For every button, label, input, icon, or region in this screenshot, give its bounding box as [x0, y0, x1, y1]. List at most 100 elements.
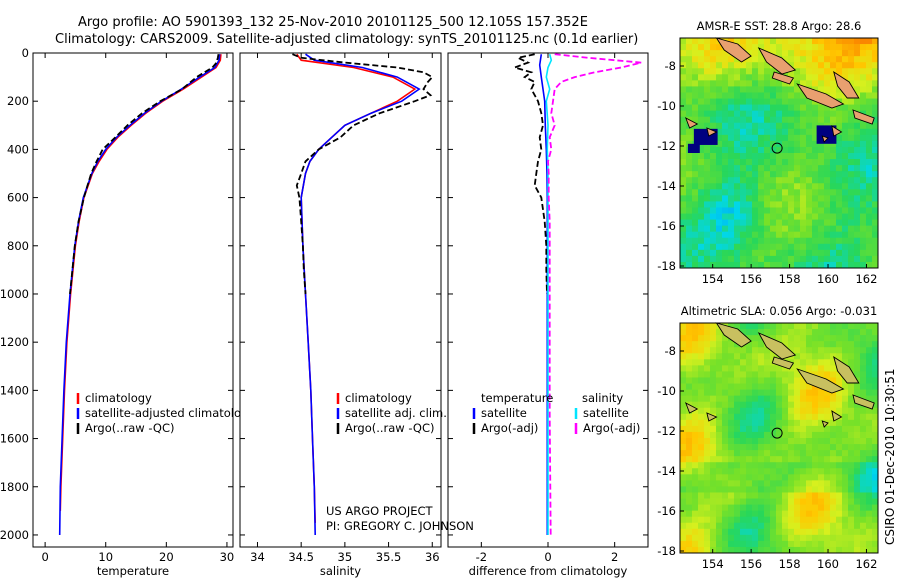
sla_map-cell	[728, 425, 735, 433]
sla_map-cell	[818, 540, 825, 548]
sst_map-cell	[872, 68, 879, 75]
sla_map-cell	[692, 341, 699, 348]
sla_map-cell	[734, 359, 741, 366]
sla_map-cell	[752, 480, 759, 487]
sla_map-cell	[758, 540, 765, 548]
sla_map-cell	[824, 329, 831, 336]
sst_map-island	[715, 37, 752, 63]
sst_map-cell	[830, 140, 837, 148]
sla_map-cell	[848, 528, 855, 536]
sst_map-cell	[842, 128, 849, 136]
sst_map-cell	[758, 122, 765, 130]
sla_map-cell	[722, 492, 729, 499]
sla_map-cell	[758, 389, 765, 397]
sst_map-cell	[740, 195, 747, 202]
sst_map-cell	[854, 140, 861, 148]
sst_map-cell	[734, 116, 741, 124]
sst_map-cell	[680, 225, 687, 233]
sst_map-cell	[866, 183, 873, 190]
sla_map-cell	[830, 438, 837, 445]
sla_map-cell	[872, 468, 879, 475]
sst_map-cell	[872, 140, 879, 148]
sla_map-cell	[800, 431, 807, 439]
sla_map-cell	[854, 450, 861, 457]
sla_map-cell	[704, 486, 711, 493]
sst_map-cell	[860, 50, 867, 57]
sla_map-cell	[800, 353, 807, 360]
sst_map-cell	[872, 231, 879, 239]
sst_map-cell	[818, 104, 825, 112]
sst_map-cell	[866, 122, 873, 130]
sst_map-cell	[800, 159, 807, 166]
sst_map-cell	[752, 38, 759, 45]
sst_map-cell	[704, 165, 711, 172]
sla_map-cell	[728, 401, 735, 409]
sla_map-cell	[770, 407, 777, 415]
sla_map-cell	[812, 546, 819, 554]
sla_map-cell	[860, 528, 867, 536]
sst_map-cell	[728, 74, 735, 81]
sst_map-cell	[740, 237, 747, 245]
sla_map-cell	[854, 335, 861, 342]
sla_map-cell	[776, 528, 783, 536]
sst_map-cell	[872, 207, 879, 214]
sst_map-cell	[776, 165, 783, 172]
sla_map-cell	[704, 353, 711, 360]
sla_map-cell	[782, 486, 789, 493]
sla_map-cell	[836, 534, 843, 542]
sst_map-cell	[686, 128, 693, 136]
sst_map-cell	[734, 171, 741, 178]
sst_map-ytick-label: -14	[657, 179, 676, 193]
sla_map-cell	[776, 456, 783, 463]
sst_map-cell	[800, 177, 807, 184]
sst_map-cell	[680, 140, 687, 148]
sla_map-cell	[758, 329, 765, 336]
sst_map-cell	[710, 195, 717, 202]
difference-legend-header-salinity: salinity	[582, 391, 623, 405]
sla_map-cell	[686, 347, 693, 354]
sst_map-cell	[818, 201, 825, 208]
sst_map-cell	[812, 261, 819, 269]
sla_map-cell	[680, 534, 687, 542]
sst_map-cell	[722, 62, 729, 69]
sla_map-cell	[830, 528, 837, 536]
sst_map-cell	[782, 165, 789, 172]
sla_map-cell	[812, 456, 819, 463]
sla_map-cell	[818, 401, 825, 409]
sla_map-cell	[698, 329, 705, 336]
sla_map-cell	[824, 341, 831, 348]
sst_map-cell	[848, 38, 855, 45]
sla_map-cell	[812, 323, 819, 330]
sst_map-cell	[740, 249, 747, 257]
sst_map-cell	[686, 261, 693, 269]
sla_map-cell	[788, 474, 795, 481]
sst_map-cell	[698, 195, 705, 202]
sla_map-cell	[800, 444, 807, 451]
sla_map-cell	[812, 486, 819, 493]
sst_map-cell	[710, 110, 717, 118]
sla_map-cell	[746, 438, 753, 445]
sla_map-cell	[800, 480, 807, 487]
sla_map-cell	[842, 540, 849, 548]
sst_map-cell	[854, 44, 861, 51]
sst_map-cell	[830, 183, 837, 190]
sla_map-cell	[722, 347, 729, 354]
sla_map-cell	[842, 522, 849, 530]
sst_map-cell	[872, 62, 879, 69]
sla_map-cell	[764, 359, 771, 366]
sla_map-cell	[716, 468, 723, 475]
sla_map-cell	[836, 456, 843, 463]
sla_map-cell	[710, 450, 717, 457]
sst_map-cell	[782, 98, 789, 105]
sst_map-cell	[866, 201, 873, 208]
sst_map-cell	[788, 219, 795, 227]
sst_map-cell	[734, 261, 741, 269]
sst_map-cell	[734, 110, 741, 118]
sla_map-cell	[734, 486, 741, 493]
sst_map-cell	[794, 50, 801, 57]
sla_map-cell	[728, 528, 735, 536]
sst_map-cell	[830, 255, 837, 263]
sla_map-cell	[806, 341, 813, 348]
sst_map-cell	[770, 255, 777, 263]
sla_map-cell	[740, 504, 747, 512]
